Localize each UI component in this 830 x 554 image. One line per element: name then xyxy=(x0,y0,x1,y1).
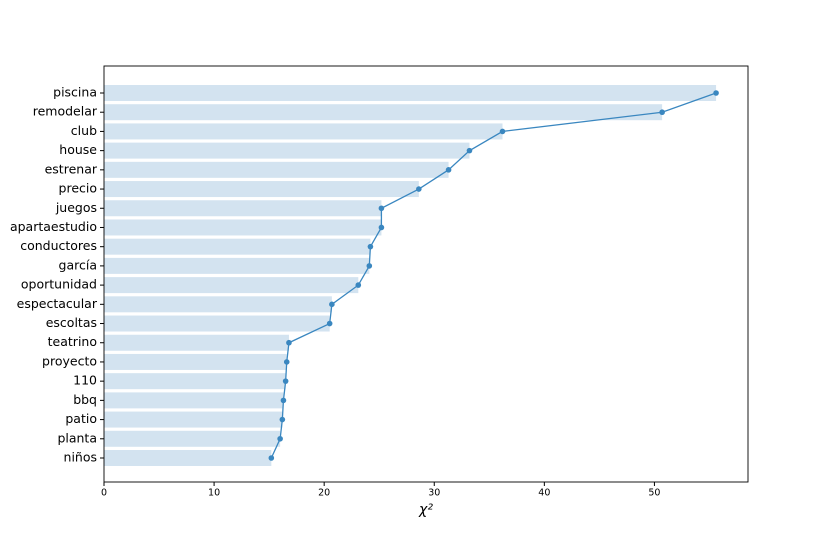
point xyxy=(378,205,385,212)
point xyxy=(466,147,473,154)
x-tick-label: 40 xyxy=(538,488,550,499)
bar xyxy=(104,200,382,217)
point xyxy=(367,243,374,250)
bar xyxy=(104,373,286,390)
point xyxy=(499,128,506,135)
y-tick-label: escoltas xyxy=(46,315,97,330)
x-tick-label: 20 xyxy=(318,488,330,499)
bar xyxy=(104,219,382,236)
bar xyxy=(104,353,287,370)
point xyxy=(378,224,385,231)
y-tick-label: niños xyxy=(64,450,97,465)
bar xyxy=(104,142,470,159)
point xyxy=(282,378,289,384)
y-tick-label: piscina xyxy=(53,85,97,100)
y-tick-label: garcía xyxy=(59,257,97,272)
x-tick-label: 0 xyxy=(101,488,107,499)
point xyxy=(416,186,422,192)
y-tick-label: espectacular xyxy=(17,296,98,311)
y-tick-label: juegos xyxy=(55,200,97,215)
point xyxy=(366,263,373,269)
bar xyxy=(104,430,281,447)
y-tick-label: remodelar xyxy=(33,104,98,119)
y-tick-label: bbq xyxy=(73,392,97,407)
x-axis-label: χ² xyxy=(418,502,433,518)
point xyxy=(268,455,275,461)
x-tick-label: 30 xyxy=(428,488,440,499)
bar xyxy=(104,123,503,140)
y-tick-label: precio xyxy=(59,181,97,196)
point xyxy=(277,435,283,442)
x-tick-label: 50 xyxy=(648,488,660,499)
y-tick-label: club xyxy=(71,123,97,138)
point xyxy=(326,320,333,327)
point xyxy=(659,109,665,116)
bar xyxy=(104,411,283,428)
x-tick-label: 10 xyxy=(208,488,220,499)
bar xyxy=(104,315,330,332)
point xyxy=(355,282,362,288)
y-tick-label: apartaestudio xyxy=(10,219,97,234)
plot-frame xyxy=(103,65,749,483)
bar xyxy=(104,392,284,409)
y-tick-label: conductores xyxy=(20,238,97,253)
y-tick-label: teatrino xyxy=(48,334,97,349)
y-tick-label: oportunidad xyxy=(21,277,97,292)
bar xyxy=(104,334,289,351)
point xyxy=(445,167,452,173)
point xyxy=(713,90,719,96)
point xyxy=(280,397,287,404)
point xyxy=(329,301,335,308)
bar xyxy=(104,238,371,255)
bar xyxy=(104,104,663,121)
bar xyxy=(104,85,717,101)
point xyxy=(279,416,286,423)
y-tick-label: 110 xyxy=(73,373,97,388)
y-tick-label: patio xyxy=(65,411,97,426)
y-tick-label: proyecto xyxy=(42,353,97,368)
bar xyxy=(104,450,272,466)
y-tick-label: estrenar xyxy=(45,161,98,176)
bar xyxy=(104,296,332,313)
bar xyxy=(104,277,359,294)
point xyxy=(286,339,292,346)
bar xyxy=(104,161,449,178)
bar xyxy=(104,181,419,198)
y-tick-label: house xyxy=(59,142,97,157)
bar xyxy=(104,257,370,274)
point xyxy=(283,359,290,365)
line xyxy=(270,92,717,459)
y-tick-label: planta xyxy=(57,430,97,445)
